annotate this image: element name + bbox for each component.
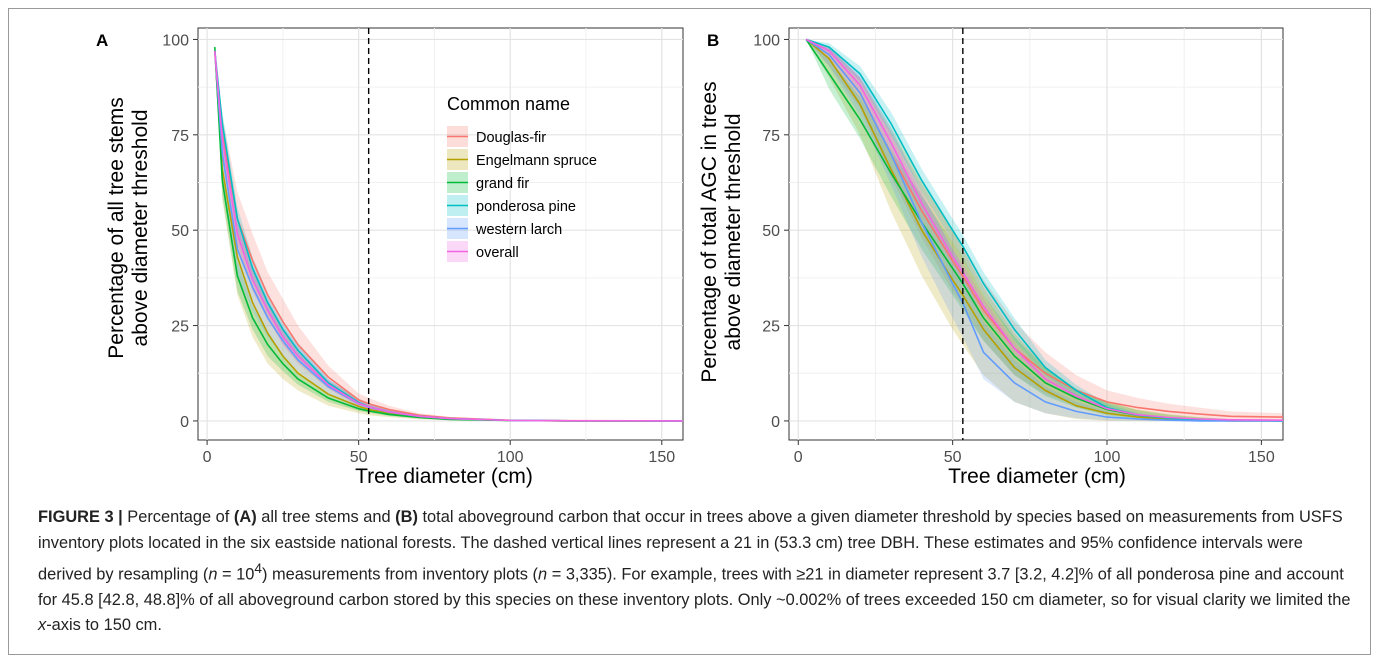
figure-charts: A Percentage of all tree stems above dia… [96, 27, 1284, 488]
plot-area [197, 27, 684, 441]
y-tick-label: 100 [162, 32, 189, 49]
x-tick-label: 100 [1094, 449, 1121, 466]
x-tick-label: 50 [350, 449, 368, 466]
caption-text: total aboveground carbon that occur in t… [38, 508, 1343, 584]
series-line-western-larch [805, 38, 1283, 422]
caption-text: -axis to 150 cm. [46, 616, 162, 635]
caption-text: Percentage of [122, 508, 234, 526]
y-tick-label: 0 [771, 414, 780, 431]
y-tick-label: 25 [171, 319, 189, 336]
y-tick-label: 0 [180, 414, 189, 431]
panel-b-letter: B [707, 31, 719, 50]
caption-figure-label: FIGURE 3 | [38, 508, 123, 526]
legend-label: western larch [475, 222, 562, 238]
caption-bold-b: (B) [395, 508, 418, 526]
legend: Common name Douglas-fir Engelmann spruce g… [447, 94, 597, 262]
panel-a-plot: 0 50 100 150 0 25 50 75 100 [162, 27, 684, 466]
caption-italic-x: x [38, 616, 47, 635]
x-tick-label: 0 [794, 449, 803, 466]
x-tick-label: 150 [1248, 449, 1275, 466]
caption-superscript: 4 [254, 561, 263, 576]
figure-caption: FIGURE 3 | Percentage of (A) all tree st… [38, 505, 1358, 639]
series-group [214, 47, 683, 422]
legend-label: overall [476, 245, 519, 261]
y-tick-label: 75 [762, 128, 780, 145]
panel-b-xlabel: Tree diameter (cm) [948, 465, 1126, 488]
panel-a-letter: A [96, 31, 108, 50]
panel-b-plot: 0 50 100 150 0 25 50 75 100 [753, 27, 1284, 466]
panel-b-ylabel-line1: Percentage of total AGC in trees [698, 81, 721, 382]
caption-text: = 3,335). For example, trees with ≥21 in… [38, 565, 1351, 609]
x-tick-label: 150 [648, 449, 675, 466]
x-tick-label: 100 [497, 449, 524, 466]
panel-a-ylabel-line1: Percentage of all tree stems [105, 97, 128, 358]
y-tick-label: 50 [762, 223, 780, 240]
series-line-overall [214, 50, 683, 422]
figure-frame [8, 8, 1371, 655]
caption-text: ) measurements from inventory plots ( [262, 565, 539, 584]
panel-a-ylabel-line2: above diameter threshold [129, 110, 152, 347]
x-tick-label: 50 [944, 449, 962, 466]
legend-title: Common name [447, 94, 570, 114]
legend-label: grand fir [476, 176, 529, 192]
caption-text: = 10 [217, 565, 255, 584]
plot-area [788, 27, 1284, 441]
series-line-overall [805, 38, 1283, 421]
legend-label: ponderosa pine [476, 199, 576, 215]
caption-italic-n: n [538, 565, 548, 584]
panel-a: A Percentage of all tree stems above dia… [96, 27, 684, 488]
caption-text: all tree stems and [256, 508, 396, 526]
legend-label: Engelmann spruce [476, 153, 597, 169]
panel-b-ylabel-line2: above diameter threshold [722, 114, 745, 351]
y-tick-label: 50 [171, 223, 189, 240]
caption-italic-n: n [208, 565, 218, 584]
y-tick-label: 25 [762, 319, 780, 336]
panel-a-xlabel: Tree diameter (cm) [355, 465, 533, 488]
legend-label: Douglas-fir [476, 130, 546, 146]
y-tick-label: 75 [171, 128, 189, 145]
y-tick-label: 100 [753, 32, 780, 49]
panel-b: B Percentage of total AGC in trees above… [698, 27, 1284, 488]
x-tick-label: 0 [203, 449, 212, 466]
caption-bold-a: (A) [233, 508, 257, 526]
series-group [805, 38, 1283, 422]
